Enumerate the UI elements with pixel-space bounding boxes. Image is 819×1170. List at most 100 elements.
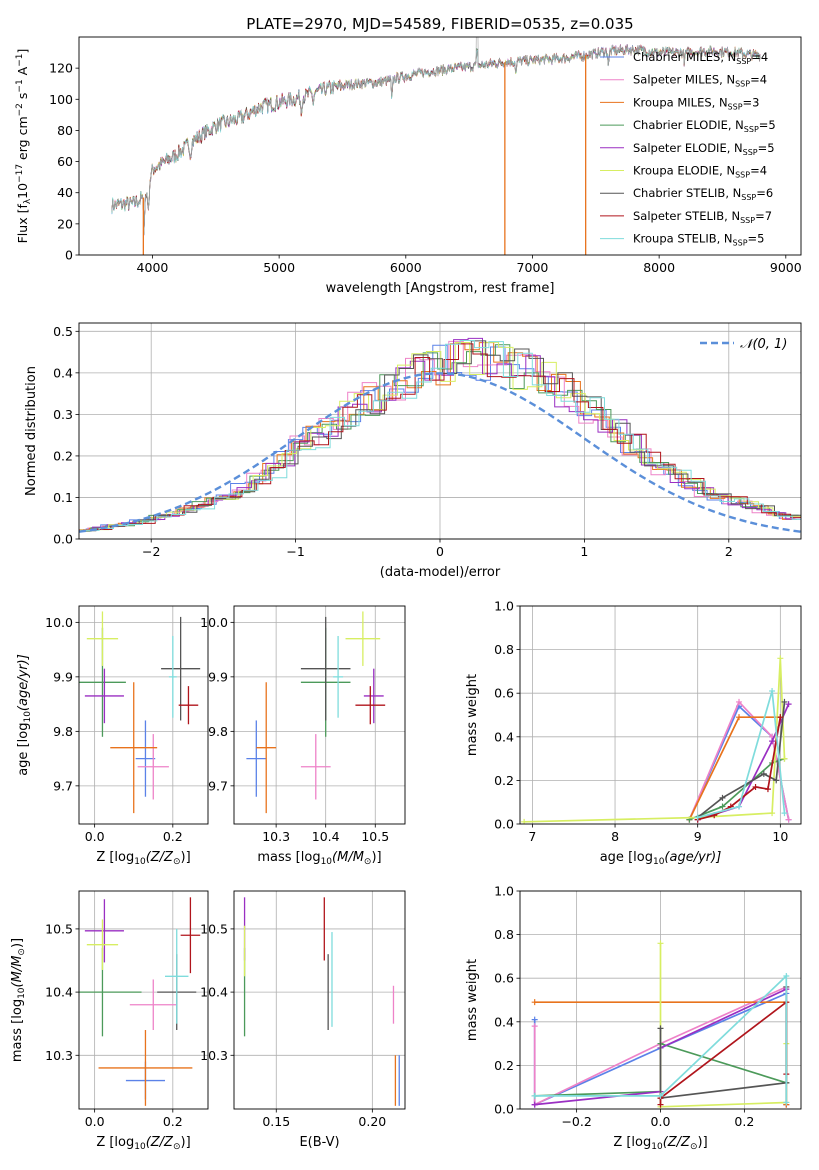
label-part: (M/M [10, 956, 25, 988]
label-part: mass [log [257, 850, 320, 865]
label-part: ⊙ [173, 1142, 181, 1152]
label-part: −1 [15, 54, 25, 67]
y-tick-label: 0.8 [494, 642, 514, 657]
label-part: −17 [15, 164, 25, 183]
legend-entry: Salpeter STELIB, NSSP=7 [633, 209, 772, 225]
x-axis-label: Z [log10(Z/Z⊙)] [96, 850, 190, 867]
y-tick-label: 10.3 [45, 1048, 73, 1063]
errorbar-chabrier-stelib [300, 616, 351, 721]
label-part: SSP [741, 193, 756, 202]
label-part: SSP [733, 239, 748, 248]
label-part: s [15, 93, 30, 104]
label-part: =4 [751, 50, 768, 64]
y-tick-label: 0 [65, 248, 73, 263]
y-tick-label: 120 [49, 61, 73, 76]
histogram-salpeter-miles [79, 340, 796, 532]
label-part: (data-model)/error [380, 565, 501, 580]
axes-frame [78, 322, 802, 540]
label-part: SSP [735, 171, 750, 180]
x-axis-label: mass [log10(M/M⊙)] [257, 850, 381, 867]
errorbar-kroupa-elodie [86, 919, 119, 970]
weight-line [659, 986, 788, 1100]
label-part: 10 [134, 1142, 146, 1152]
mass-vs-metallicity-panel: 0.0 0.210.310.410.5Z [log10(Z/Z⊙)]mass [l… [10, 890, 209, 1152]
label-part: ⊙ [364, 857, 372, 867]
legend-entry: Chabrier STELIB, NSSP=6 [633, 186, 773, 202]
x-tick-label: 1 [580, 544, 588, 559]
weight-marker [777, 655, 784, 662]
y-axis-label: mass weight [465, 959, 480, 1041]
label-part: SSP [743, 148, 758, 157]
y-tick-label: 0.4 [494, 729, 514, 744]
errorbar-salpeter-elodie [363, 668, 384, 724]
errorbars [79, 897, 201, 1106]
label-part: (age/yr)] [16, 654, 31, 711]
errorbar-chabrier-miles [246, 720, 267, 797]
x-tick-label: 8000 [643, 260, 675, 275]
errorbar-salpeter-miles [129, 979, 177, 1031]
label-part: 10 [17, 987, 27, 999]
y-tick-label: 0.4 [53, 365, 73, 380]
weight-marker [531, 1016, 538, 1023]
weight-marker [785, 701, 792, 708]
y-tick-label: 9.7 [53, 778, 73, 793]
axes-frame [233, 890, 406, 1110]
label-part: =3 [743, 95, 760, 109]
x-axis-label: Z [log10(Z/Z⊙)] [96, 1135, 190, 1152]
errorbar-salpeter-elodie [84, 899, 124, 963]
errorbar-kroupa-stelib [333, 635, 344, 718]
label-part: =4 [750, 164, 767, 178]
errorbar-chabrier-stelib [161, 616, 201, 721]
label-part: Kroupa STELIB, N [633, 232, 733, 246]
x-tick-label: 0.2 [734, 1114, 754, 1129]
y-tick-label: 60 [57, 154, 73, 169]
weight-marker [773, 777, 780, 784]
x-tick-label: 7 [528, 829, 536, 844]
age-vs-mass-panel: 10.3 10.4 10.5 9.7 9.8 9.9 10.0 mass [log10(M/M… [200, 605, 406, 867]
weight-marker [769, 738, 776, 745]
x-tick-label: 0.0 [85, 1114, 105, 1129]
errorbar-salpeter-stelib [180, 897, 201, 974]
axes-frame [519, 605, 802, 825]
label-part: Salpeter STELIB, N [633, 209, 740, 223]
weight-marker [783, 973, 790, 980]
errorbar-kroupa-miles [256, 682, 277, 814]
label-part: Z [log [96, 850, 134, 865]
weight-marker [657, 1092, 664, 1099]
errorbar-kroupa-stelib [168, 635, 177, 718]
label-part: mass weight [465, 674, 480, 756]
y-tick-label: 10.0 [200, 615, 228, 630]
weight-marker [531, 1023, 538, 1030]
x-tick-label: 10 [772, 829, 788, 844]
label-part: Z [log [613, 1135, 651, 1150]
label-part: =6 [756, 186, 773, 200]
histograms [79, 337, 801, 533]
x-tick-label: 9 [694, 829, 702, 844]
y-tick-label: 1.0 [494, 884, 514, 899]
mass-vs-ebv-panel: 0.15 0.20 10.3 10.4 10.5 E(B-V) [200, 890, 406, 1150]
label-part: 10 [15, 183, 30, 199]
label-part: =4 [750, 73, 767, 87]
weight-line [697, 717, 782, 821]
label-part: Salpeter ELODIE, N [633, 141, 743, 155]
axes-frame [78, 36, 802, 256]
y-tick-label: 9.7 [208, 778, 228, 793]
weight-marker [657, 1025, 664, 1032]
y-tick-label: 0.4 [494, 1014, 514, 1029]
y-axis-label: Flux [fλ10−17 erg cm−2 s−1 A−1] [15, 49, 33, 244]
x-tick-label: 10.5 [361, 829, 389, 844]
label-part: )] [181, 1135, 191, 1150]
x-tick-label: −2 [142, 544, 160, 559]
y-tick-label: 0.2 [494, 773, 514, 788]
label-part: λ [23, 198, 33, 204]
weight-series-kroupa-stelib [531, 973, 790, 1106]
label-part: (Z/Z [146, 850, 174, 865]
errorbar-salpeter-miles [137, 734, 169, 800]
x-tick-label: 4000 [137, 260, 169, 275]
label-part: age [log [600, 850, 653, 865]
label-part: 10 [653, 857, 665, 867]
label-part: (age/yr)] [664, 850, 721, 865]
x-tick-label: 8 [611, 829, 619, 844]
x-axis-label: age [log10(age/yr)] [600, 850, 722, 867]
weight-marker [785, 816, 792, 823]
